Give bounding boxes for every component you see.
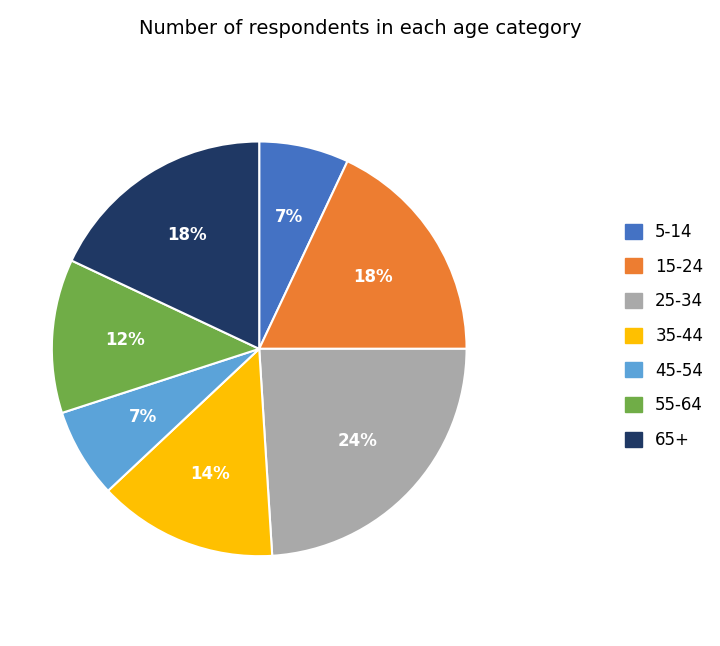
Text: Number of respondents in each age category: Number of respondents in each age catego… xyxy=(139,19,581,38)
Text: 7%: 7% xyxy=(274,208,302,226)
Text: 12%: 12% xyxy=(105,331,145,349)
Wedge shape xyxy=(259,162,467,349)
Wedge shape xyxy=(62,349,259,491)
Text: 14%: 14% xyxy=(189,465,230,483)
Wedge shape xyxy=(259,349,467,556)
Wedge shape xyxy=(52,260,259,413)
Text: 24%: 24% xyxy=(338,432,377,450)
Legend: 5-14, 15-24, 25-34, 35-44, 45-54, 55-64, 65+: 5-14, 15-24, 25-34, 35-44, 45-54, 55-64,… xyxy=(617,214,711,457)
Text: 18%: 18% xyxy=(354,267,393,286)
Text: 18%: 18% xyxy=(167,226,207,244)
Wedge shape xyxy=(71,141,259,349)
Text: 7%: 7% xyxy=(129,408,157,426)
Wedge shape xyxy=(259,141,348,349)
Wedge shape xyxy=(108,349,272,556)
